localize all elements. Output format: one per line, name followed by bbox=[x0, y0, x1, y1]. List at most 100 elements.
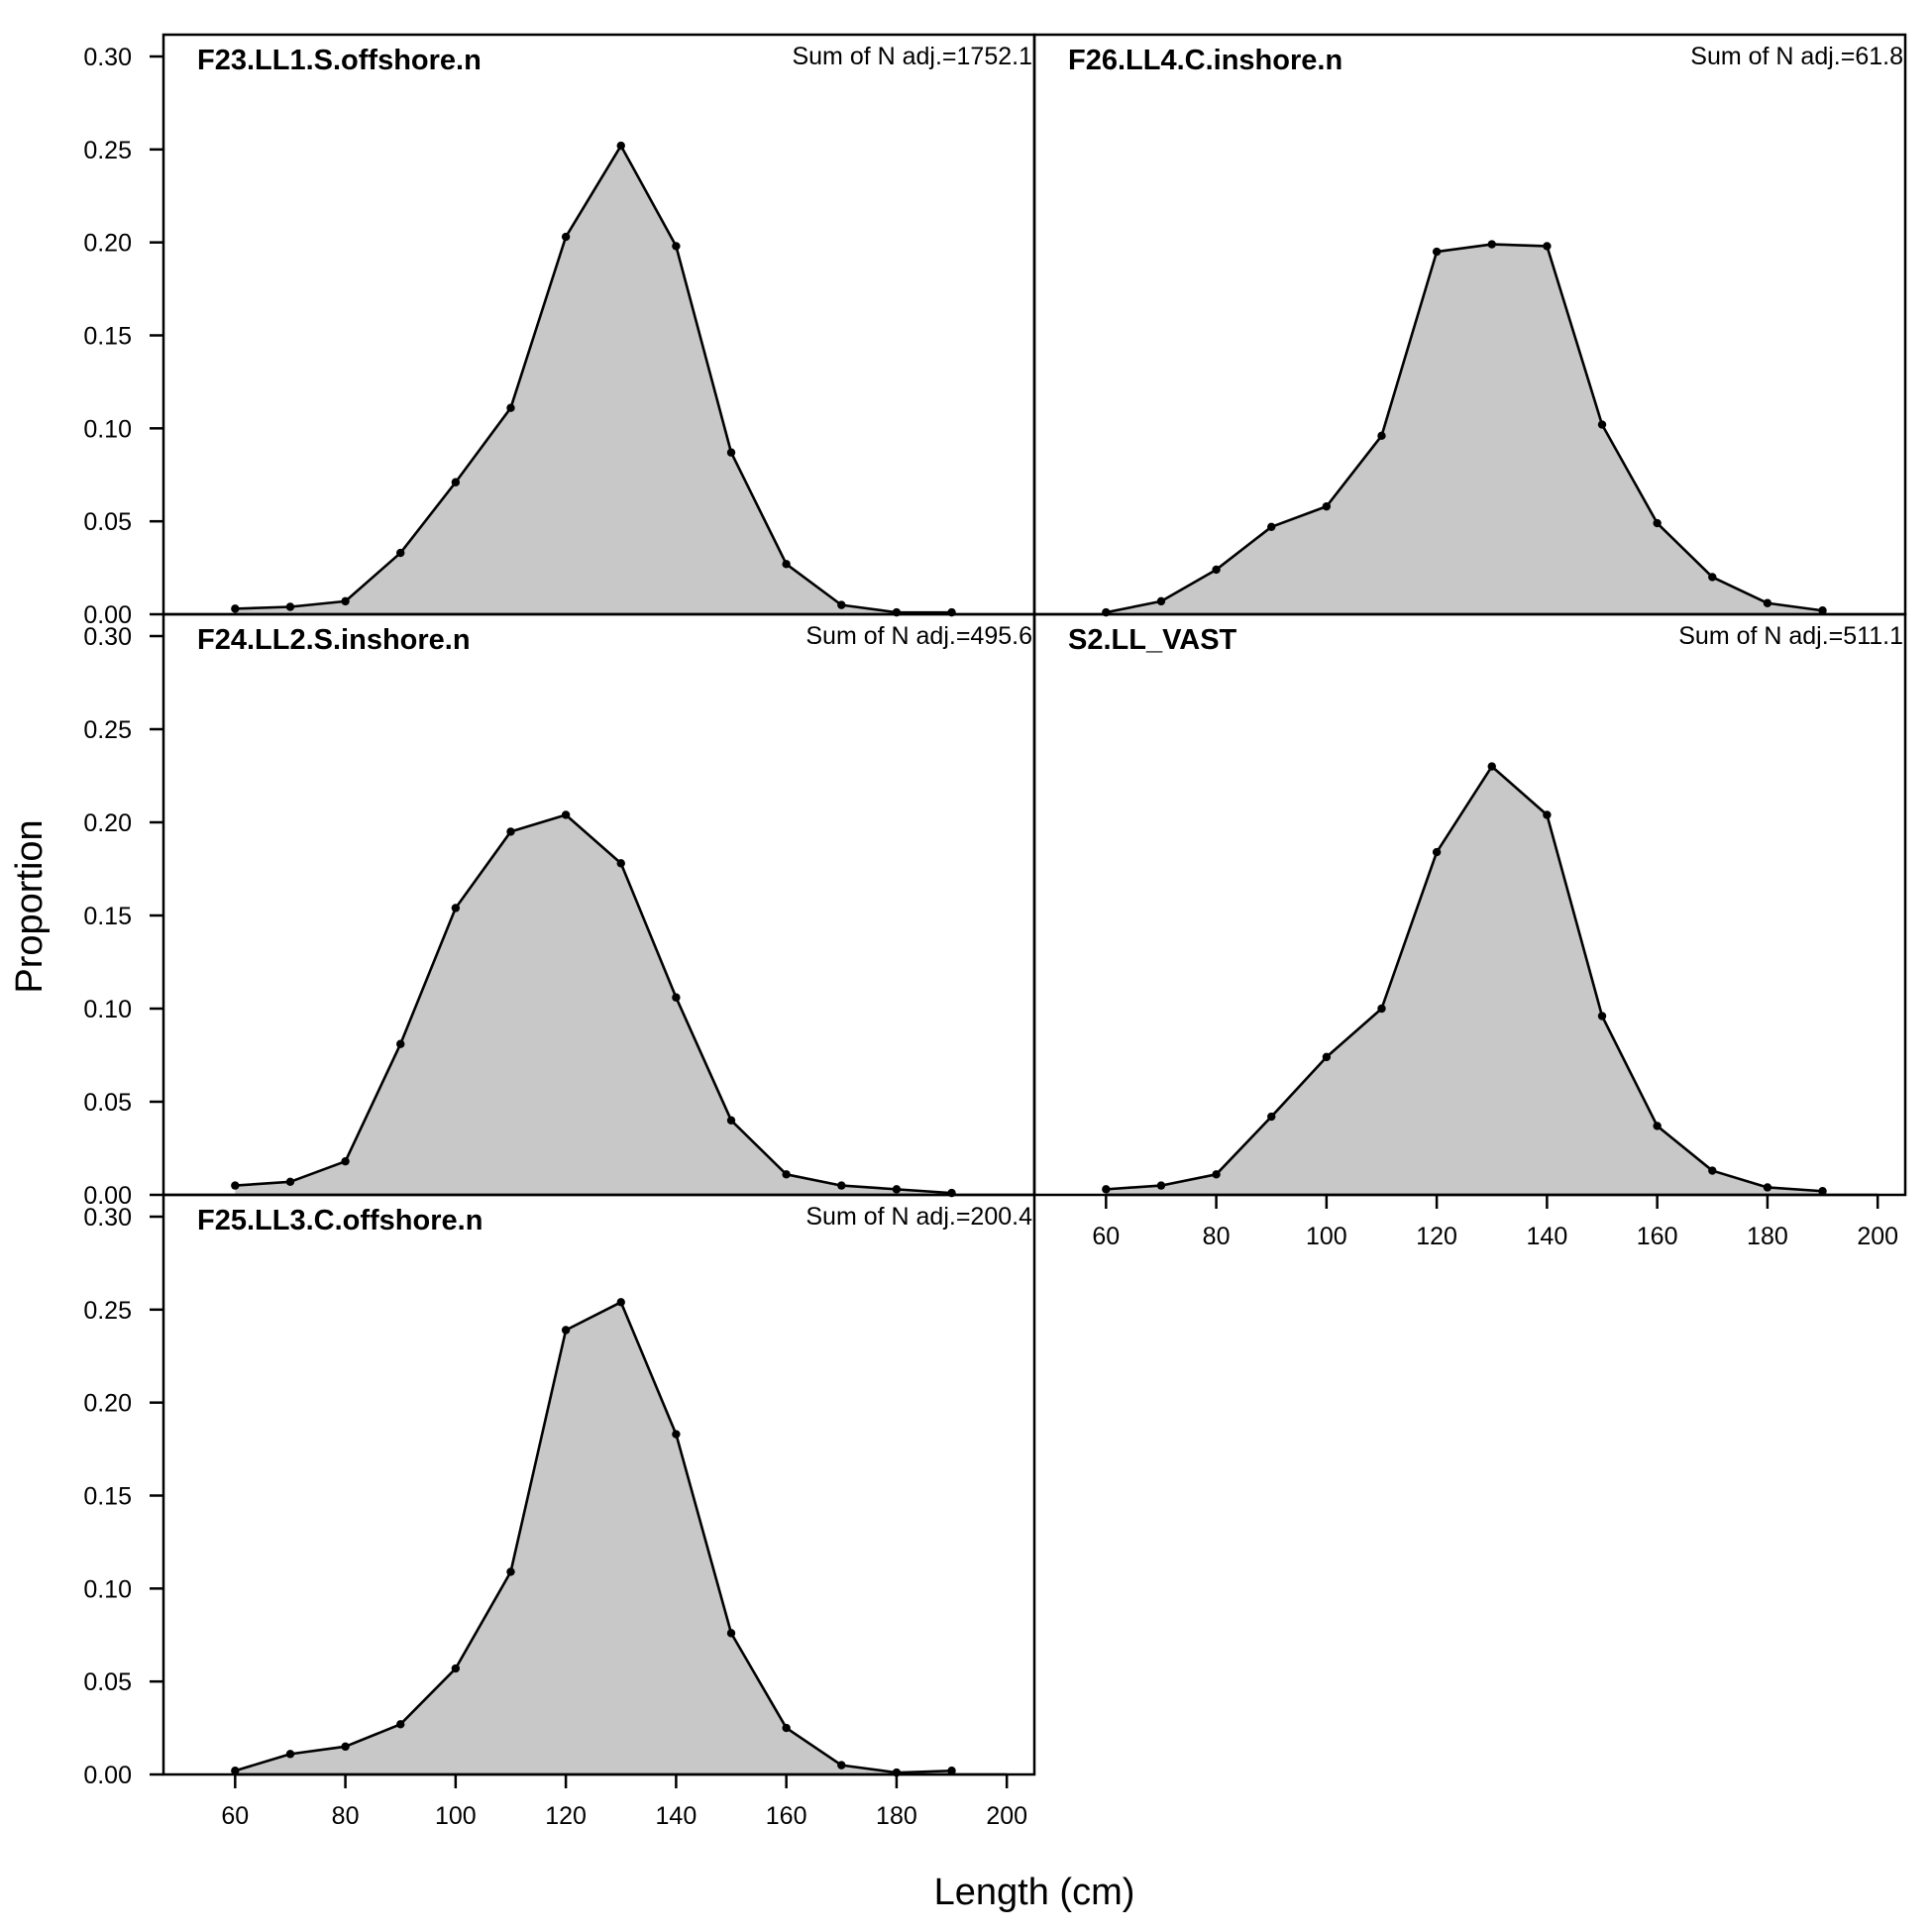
panel-title: S2.LL_VAST bbox=[1068, 624, 1237, 656]
data-point bbox=[1708, 1166, 1717, 1175]
data-point bbox=[1708, 573, 1717, 582]
data-point bbox=[1322, 1052, 1332, 1062]
data-point bbox=[561, 1326, 571, 1335]
y-tick-label: 0.25 bbox=[83, 716, 132, 744]
x-tick-label: 180 bbox=[1747, 1223, 1788, 1250]
data-point bbox=[1818, 606, 1827, 615]
data-point bbox=[1653, 518, 1662, 528]
x-tick-label: 60 bbox=[1092, 1223, 1120, 1250]
data-point bbox=[1597, 420, 1607, 429]
data-point bbox=[1322, 501, 1332, 511]
data-point bbox=[616, 141, 625, 151]
data-point bbox=[782, 1723, 791, 1733]
y-tick-label: 0.25 bbox=[83, 137, 132, 164]
data-point bbox=[782, 1170, 791, 1179]
data-point bbox=[1597, 1012, 1607, 1020]
data-point bbox=[616, 859, 625, 868]
x-tick-label: 80 bbox=[1203, 1223, 1231, 1250]
data-point bbox=[1432, 247, 1442, 257]
panel-sample-size: Sum of N adj.=511.1 bbox=[1678, 622, 1903, 650]
x-tick-label: 180 bbox=[876, 1802, 917, 1830]
data-point bbox=[1377, 1004, 1386, 1014]
y-tick-label: 0.20 bbox=[83, 1390, 132, 1418]
data-point bbox=[231, 1767, 240, 1775]
x-axis-title: Length (cm) bbox=[934, 1872, 1135, 1913]
x-tick-label: 160 bbox=[766, 1802, 807, 1830]
data-point bbox=[1102, 1185, 1111, 1194]
data-point bbox=[1487, 762, 1496, 771]
y-tick-label: 0.30 bbox=[83, 623, 132, 651]
data-point bbox=[726, 1629, 736, 1638]
data-point bbox=[285, 1750, 295, 1759]
data-point bbox=[1543, 810, 1552, 819]
data-point bbox=[341, 1156, 350, 1166]
distribution-line bbox=[234, 1301, 952, 1774]
data-point bbox=[506, 1567, 515, 1576]
data-point bbox=[341, 1742, 350, 1752]
y-tick-label: 0.15 bbox=[83, 1483, 132, 1511]
data-point bbox=[1543, 242, 1552, 251]
data-point bbox=[837, 1761, 846, 1770]
panel-grid: F23.LL1.S.offshore.n Sum of N adj.=1752.1… bbox=[83, 33, 1907, 1830]
distribution-area bbox=[235, 146, 952, 614]
x-tick-label: 160 bbox=[1637, 1223, 1678, 1250]
y-tick-label: 0.15 bbox=[83, 903, 132, 930]
distribution-area bbox=[235, 1302, 952, 1774]
panel-5: F25.LL3.C.offshore.n Sum of N adj.=200.4 0… bbox=[83, 1193, 1036, 1830]
data-point bbox=[1763, 1183, 1772, 1192]
data-point bbox=[1432, 847, 1442, 857]
panel-sample-size: Sum of N adj.=495.6 bbox=[805, 622, 1032, 650]
data-point bbox=[285, 602, 295, 611]
panel-title: F25.LL3.C.offshore.n bbox=[197, 1205, 483, 1236]
y-tick-label: 0.00 bbox=[83, 601, 132, 629]
data-point bbox=[1156, 596, 1166, 606]
data-point bbox=[672, 1430, 681, 1439]
data-point bbox=[285, 1177, 295, 1187]
data-point bbox=[451, 1664, 461, 1673]
data-point bbox=[1377, 431, 1386, 441]
data-point bbox=[231, 1181, 240, 1190]
data-point bbox=[451, 478, 461, 486]
data-point bbox=[396, 1039, 405, 1048]
x-tick-label: 100 bbox=[1306, 1223, 1347, 1250]
data-point bbox=[1487, 240, 1496, 249]
data-point bbox=[1763, 598, 1772, 607]
x-tick-label: 200 bbox=[1857, 1223, 1898, 1250]
distribution-area bbox=[235, 814, 952, 1195]
data-point bbox=[1653, 1122, 1662, 1130]
panel-3: F24.LL2.S.inshore.n Sum of N adj.=495.6 0.… bbox=[83, 612, 1036, 1210]
data-point bbox=[451, 904, 461, 912]
panel-2: F26.LL4.C.inshore.n Sum of N adj.=61.8 bbox=[1032, 33, 1907, 617]
data-point bbox=[561, 810, 571, 819]
data-point bbox=[1267, 522, 1276, 531]
x-tick-label: 60 bbox=[221, 1802, 249, 1830]
y-tick-label: 0.30 bbox=[83, 44, 132, 71]
distribution-area bbox=[1106, 766, 1823, 1195]
panel-title: F26.LL4.C.inshore.n bbox=[1068, 45, 1342, 76]
distribution-line bbox=[1106, 765, 1823, 1193]
distribution-line bbox=[1106, 243, 1823, 614]
distribution-line bbox=[235, 144, 952, 614]
data-point bbox=[837, 600, 846, 609]
panel-title: F24.LL2.S.inshore.n bbox=[197, 624, 471, 656]
data-point bbox=[396, 1720, 405, 1729]
y-tick-label: 0.05 bbox=[83, 1668, 132, 1696]
x-tick-label: 140 bbox=[656, 1802, 698, 1830]
y-tick-label: 0.15 bbox=[83, 323, 132, 351]
y-tick-label: 0.20 bbox=[83, 809, 132, 837]
y-tick-label: 0.10 bbox=[83, 415, 132, 443]
data-point bbox=[672, 993, 681, 1002]
panel-sample-size: Sum of N adj.=1752.1 bbox=[792, 43, 1032, 70]
data-point bbox=[892, 1185, 902, 1194]
x-tick-label: 100 bbox=[435, 1802, 477, 1830]
data-point bbox=[506, 403, 515, 412]
y-tick-label: 0.20 bbox=[83, 230, 132, 258]
data-point bbox=[396, 548, 405, 558]
data-point bbox=[231, 604, 240, 613]
distribution-line bbox=[235, 813, 952, 1195]
y-tick-label: 0.25 bbox=[83, 1297, 132, 1325]
data-point bbox=[782, 560, 791, 569]
x-tick-label: 120 bbox=[545, 1802, 587, 1830]
panel-1: F23.LL1.S.offshore.n Sum of N adj.=1752.1… bbox=[83, 33, 1036, 629]
